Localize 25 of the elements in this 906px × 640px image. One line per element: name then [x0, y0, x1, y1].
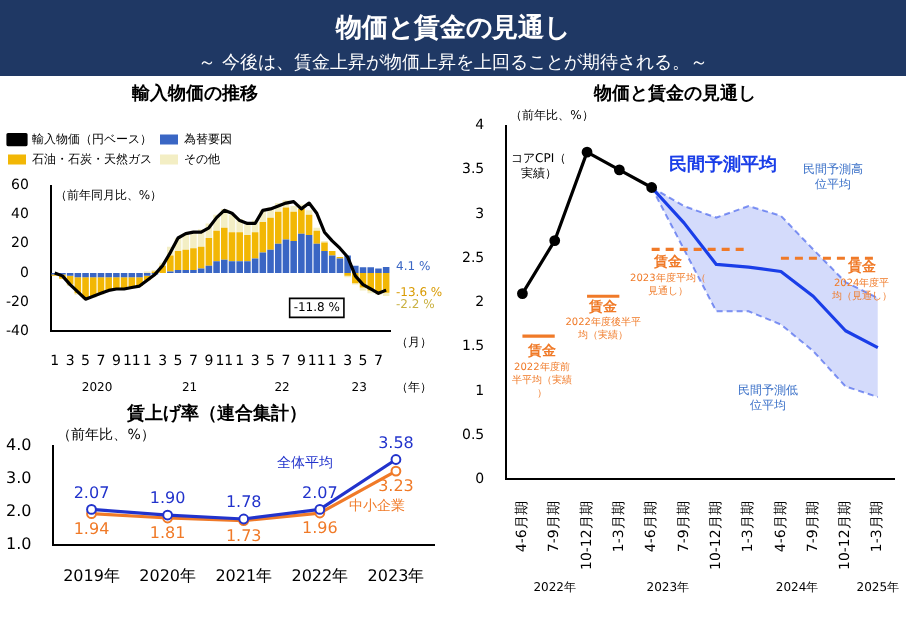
x-tick-label: 2022年 [291, 566, 349, 585]
text: 物価と賃金の見通し [333, 12, 572, 46]
y-tick-label: 4.0 [5, 435, 32, 454]
y-tick-label: 3.0 [5, 468, 32, 487]
series-label: 民間予測平均 [668, 154, 777, 177]
data-label: 1.94 [73, 519, 110, 538]
x-tick-label: 2020年 [139, 566, 196, 585]
data-label: 2.07 [302, 483, 338, 502]
data-label: 1.81 [149, 524, 186, 543]
data-label: 1.96 [302, 519, 338, 538]
data-label: 1.90 [149, 489, 186, 508]
x-tick-label: 2019年 [63, 566, 120, 585]
chart-title: 賃上げ率（連合集計） [125, 403, 307, 426]
chart-title: 物価と賃金の見通し [592, 83, 756, 106]
x-tick-label: 2021年 [215, 566, 273, 585]
y-tick-label: 1.0 [5, 534, 32, 553]
y-tick-label: 2.0 [5, 501, 32, 520]
data-label: 3.23 [378, 477, 414, 496]
data-label: 3.58 [378, 433, 414, 452]
chart-title: 輸入物価の推移 [130, 83, 258, 106]
x-tick-label: 2023年 [367, 566, 425, 585]
data-label: 1.78 [225, 493, 262, 512]
data-label: 1.73 [225, 526, 262, 545]
data-label: 2.07 [73, 483, 110, 502]
text: ～ 今後は、賃金上昇が物価上昇を上回ることが期待される。～ [196, 51, 710, 76]
